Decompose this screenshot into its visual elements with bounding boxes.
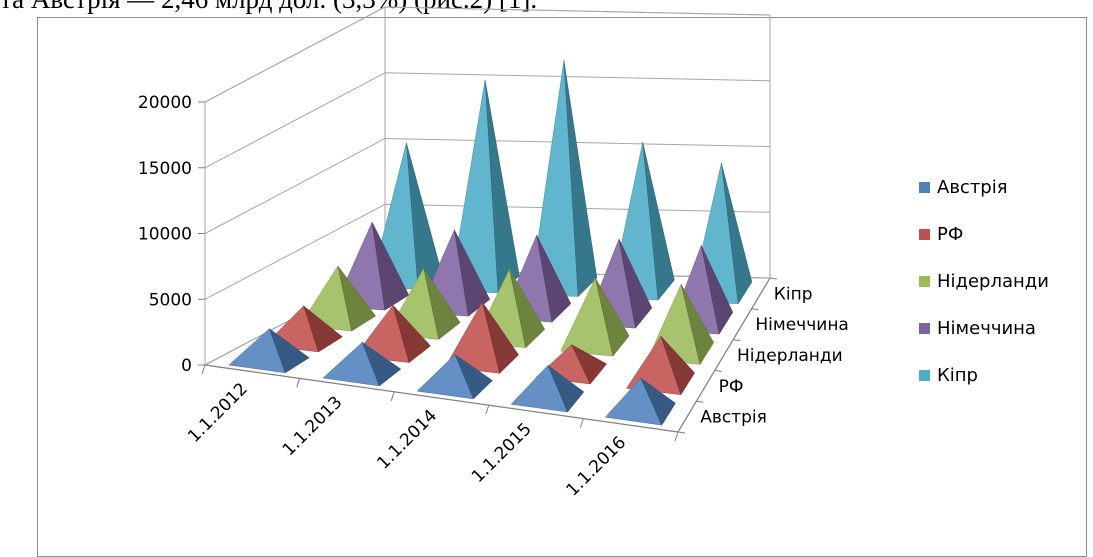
x-tick-mark	[486, 405, 489, 414]
x-tick-label: 1.1.2012	[184, 379, 252, 447]
depth-tick-mark	[715, 370, 722, 371]
depth-tick-label: Німеччина	[755, 315, 848, 335]
x-tick-mark	[297, 378, 300, 387]
legend-item: Німеччина	[919, 318, 1036, 339]
y-tick-label: 20000	[138, 93, 192, 113]
x-tick-mark	[202, 365, 205, 374]
depth-tick-label: Австрія	[700, 408, 767, 428]
x-tick-label: 1.1.2015	[468, 419, 536, 487]
depth-tick-mark	[696, 401, 703, 402]
chart-marks	[229, 60, 752, 425]
legend-item: Кіпр	[919, 365, 978, 386]
x-tick-mark	[580, 419, 583, 428]
legend-item: Австрія	[919, 177, 1008, 198]
depth-tick-label: РФ	[719, 377, 744, 397]
depth-tick-mark	[678, 432, 685, 433]
chart-legend: Австрія РФ Нідерланди Німеччина Кіпр	[919, 177, 1049, 386]
legend-swatch	[919, 182, 930, 193]
depth-tick-mark	[733, 340, 740, 341]
y-tick-label: 10000	[138, 225, 192, 245]
x-tick-mark	[675, 432, 678, 441]
y-gridline	[205, 7, 770, 102]
legend-label: Німеччина	[937, 318, 1036, 339]
legend-swatch	[919, 370, 930, 381]
y-tick-label: 0	[181, 356, 192, 376]
depth-tick-mark	[752, 309, 759, 310]
depth-tick-mark	[770, 278, 777, 279]
legend-label: Кіпр	[937, 365, 978, 386]
legend-label: Австрія	[937, 177, 1008, 198]
legend-item: РФ	[919, 224, 963, 245]
legend-swatch	[919, 276, 930, 287]
x-tick-label: 1.1.2013	[279, 392, 347, 460]
x-tick-label: 1.1.2016	[563, 433, 631, 501]
y-tick-label: 5000	[149, 290, 192, 310]
y-tick-label: 15000	[138, 159, 192, 179]
legend-label: Нідерланди	[937, 271, 1049, 292]
x-tick-mark	[391, 392, 394, 401]
depth-tick-label: Кіпр	[774, 284, 813, 304]
legend-label: РФ	[937, 224, 963, 245]
legend-item: Нідерланди	[919, 271, 1049, 292]
x-tick-label: 1.1.2014	[373, 406, 441, 474]
legend-swatch	[919, 323, 930, 334]
legend-swatch	[919, 229, 930, 240]
depth-tick-label: Нідерланди	[737, 346, 843, 366]
